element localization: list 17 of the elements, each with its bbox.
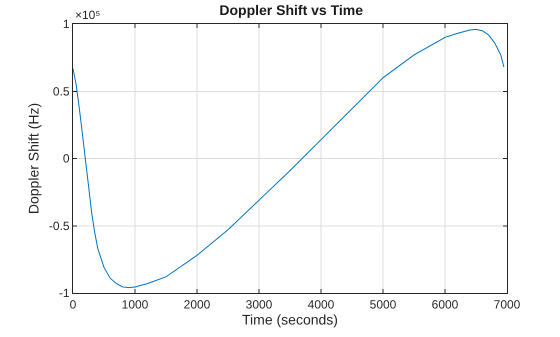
x-axis-title: Time (seconds) bbox=[242, 312, 338, 328]
x-tick-label: 4000 bbox=[308, 297, 335, 312]
x-tick-label: 6000 bbox=[432, 297, 459, 312]
x-tick-label: 2000 bbox=[184, 297, 211, 312]
x-tick-label: 5000 bbox=[370, 297, 397, 312]
y-tick-label: 1 bbox=[62, 17, 70, 32]
y-tick-label: -1 bbox=[58, 286, 70, 300]
x-tick-label: 7000 bbox=[494, 297, 521, 312]
text: ×10⁵ bbox=[75, 8, 100, 22]
x-tick-label: 1000 bbox=[122, 297, 149, 312]
y-axis-title: Doppler Shift (Hz) bbox=[26, 102, 42, 214]
chart-title: Doppler Shift vs Time bbox=[219, 2, 364, 18]
x-tick-label: 3000 bbox=[246, 297, 273, 312]
y-tick-label: 0 bbox=[62, 152, 70, 166]
y-tick-label: -0.5 bbox=[48, 218, 70, 233]
y-tick-label: 0.5 bbox=[52, 84, 70, 98]
line-series bbox=[73, 28, 504, 288]
